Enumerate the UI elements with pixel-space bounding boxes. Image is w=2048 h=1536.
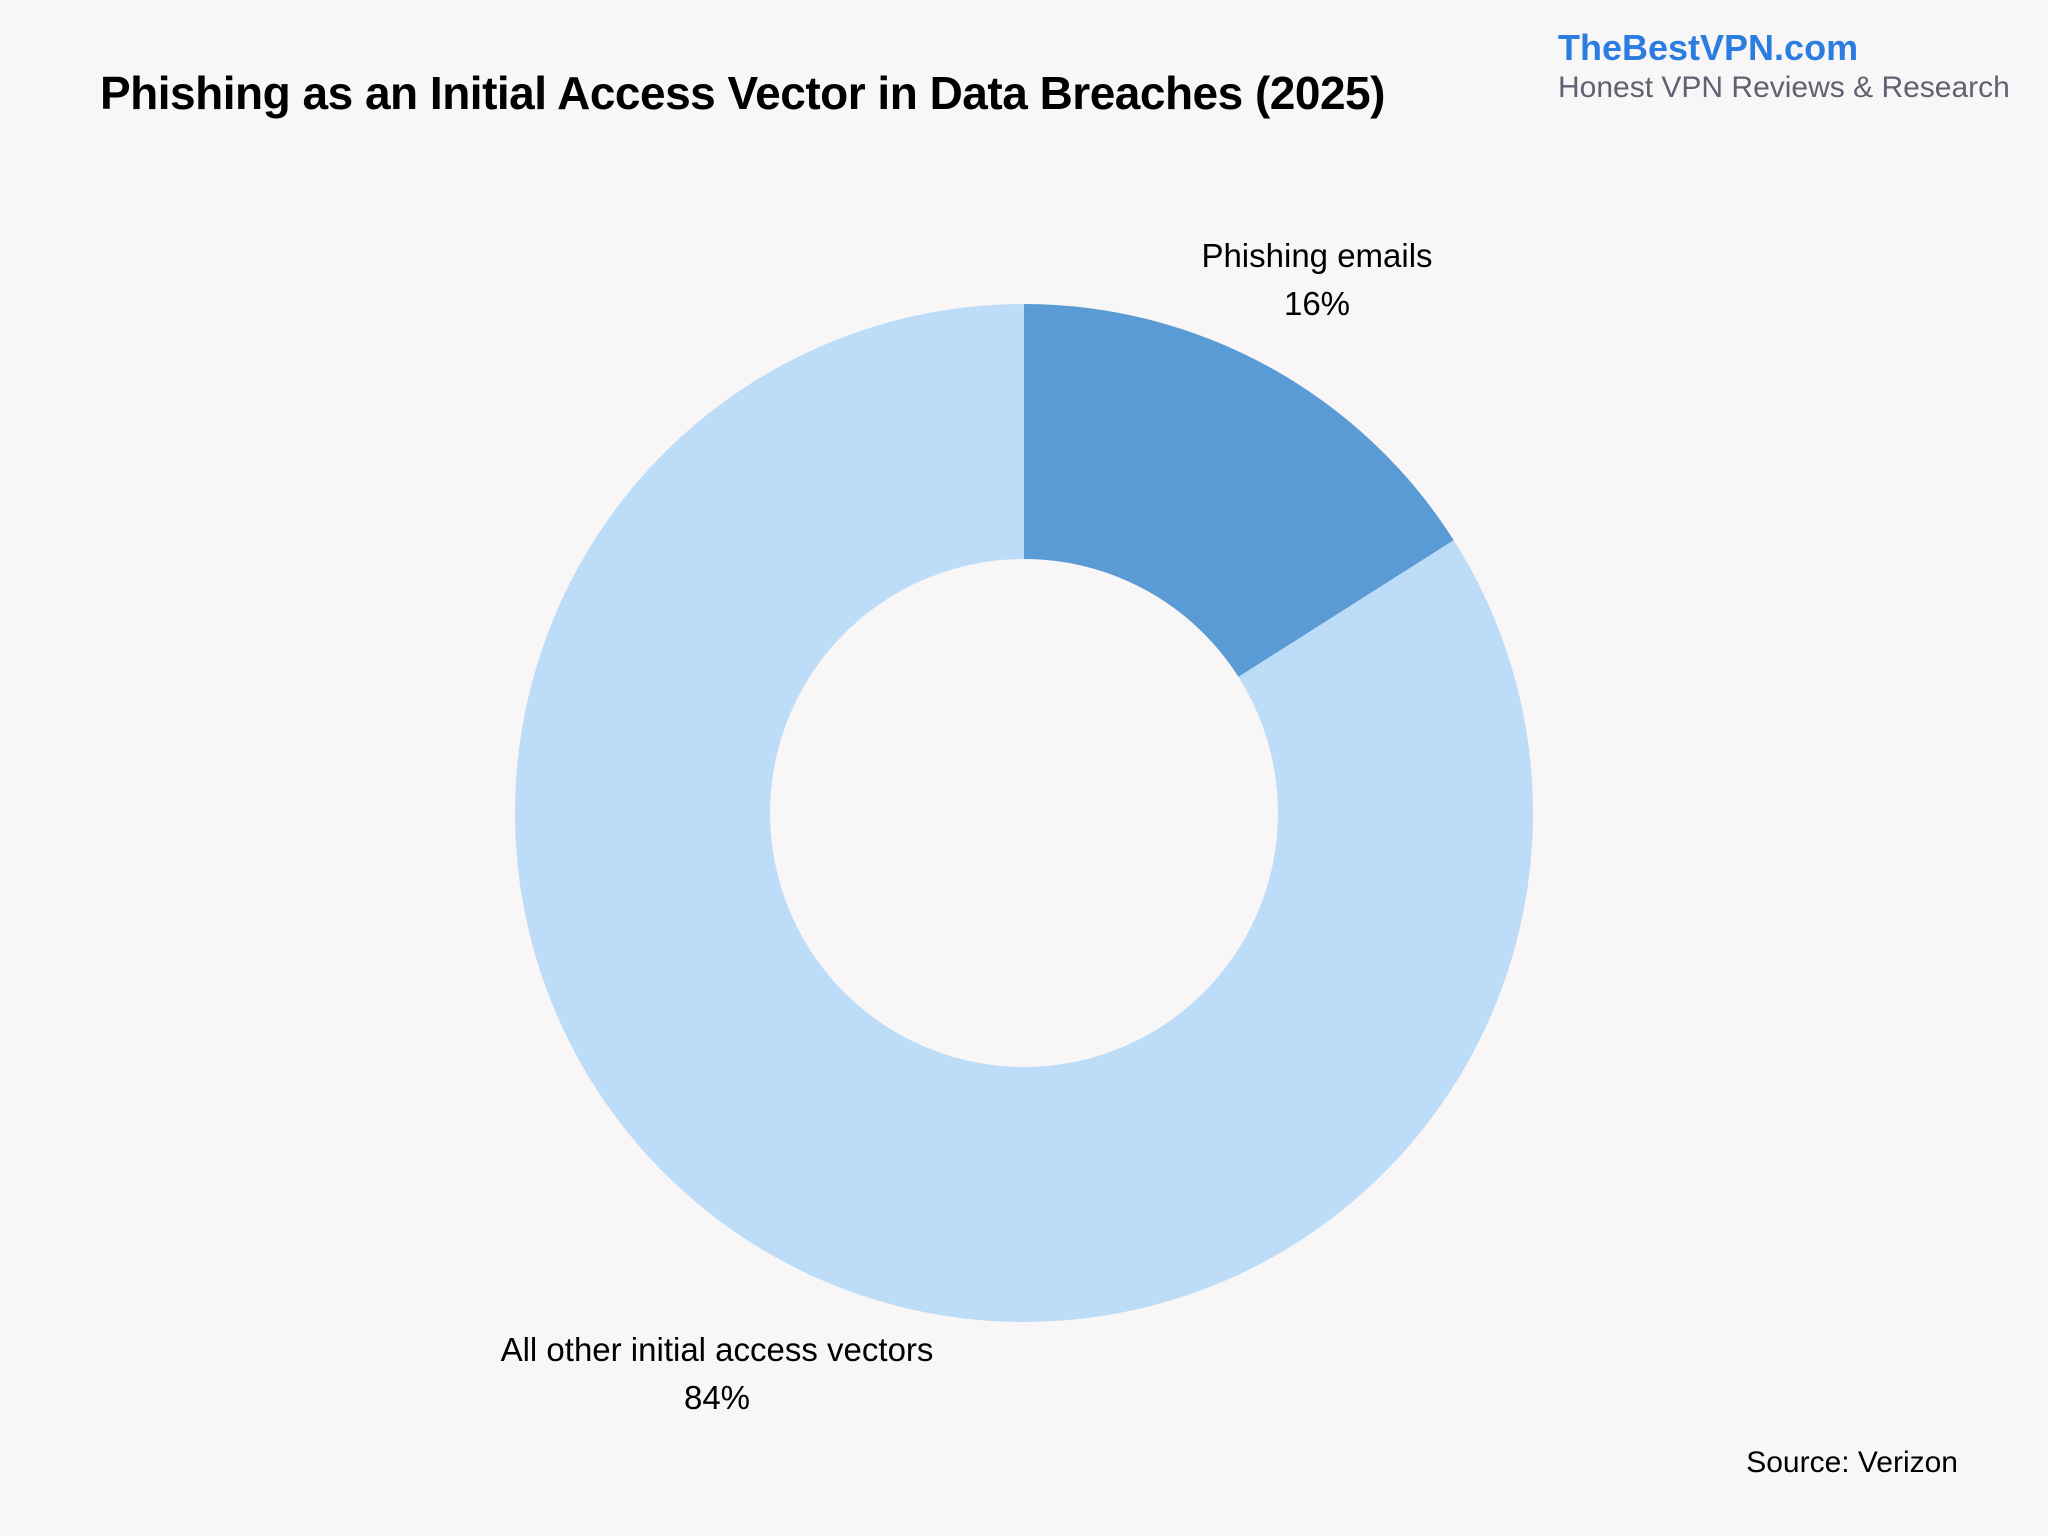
slice-label-phishing: Phishing emails 16% bbox=[1201, 232, 1432, 328]
donut-slice-phishing bbox=[1024, 304, 1454, 677]
slice-label-other-name: All other initial access vectors bbox=[500, 1331, 934, 1368]
slice-label-phishing-value: 16% bbox=[1283, 285, 1351, 322]
slice-label-other: All other initial access vectors 84% bbox=[501, 1326, 934, 1422]
brand-block: TheBestVPN.com Honest VPN Reviews & Rese… bbox=[1558, 26, 2010, 106]
source-note: Source: Verizon bbox=[1746, 1446, 1958, 1479]
brand-name: TheBestVPN.com bbox=[1558, 27, 1859, 68]
slice-label-phishing-name: Phishing emails bbox=[1201, 237, 1433, 274]
slice-label-other-value: 84% bbox=[683, 1379, 751, 1416]
brand-tagline: Honest VPN Reviews & Research bbox=[1558, 71, 2010, 104]
donut-slices bbox=[515, 304, 1533, 1322]
chart-title: Phishing as an Initial Access Vector in … bbox=[100, 67, 1385, 119]
donut-slice-other bbox=[515, 304, 1533, 1322]
